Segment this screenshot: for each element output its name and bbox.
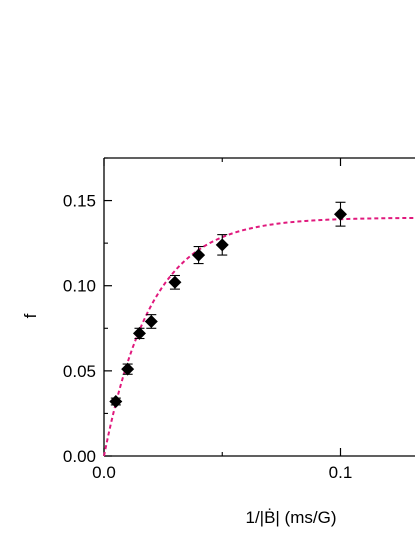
tick-labels-layer: 0.00.10.20.000.050.100.15 [63,192,353,482]
fit-curve [103,216,415,457]
x-axis-title: 1/|Ḃ| (ms/G) [245,508,336,527]
y-tick-label: 0.10 [63,277,96,296]
data-point [168,275,182,289]
y-tick-label: 0.15 [63,192,96,211]
y-tick-label: 0.00 [63,447,96,466]
data-point [192,248,206,262]
data-point [109,395,123,409]
x-tick-label: 0.1 [329,463,353,482]
data-points-layer [109,201,347,409]
data-point [121,362,135,376]
data-point [132,326,146,340]
data-point [334,207,347,221]
axes [103,157,415,457]
data-point [215,238,229,252]
x-tick-label: 0.0 [92,463,116,482]
data-point [144,314,158,328]
y-axis-title: f [21,313,40,318]
fit-curve-layer [103,216,415,457]
y-tick-label: 0.05 [63,362,96,381]
